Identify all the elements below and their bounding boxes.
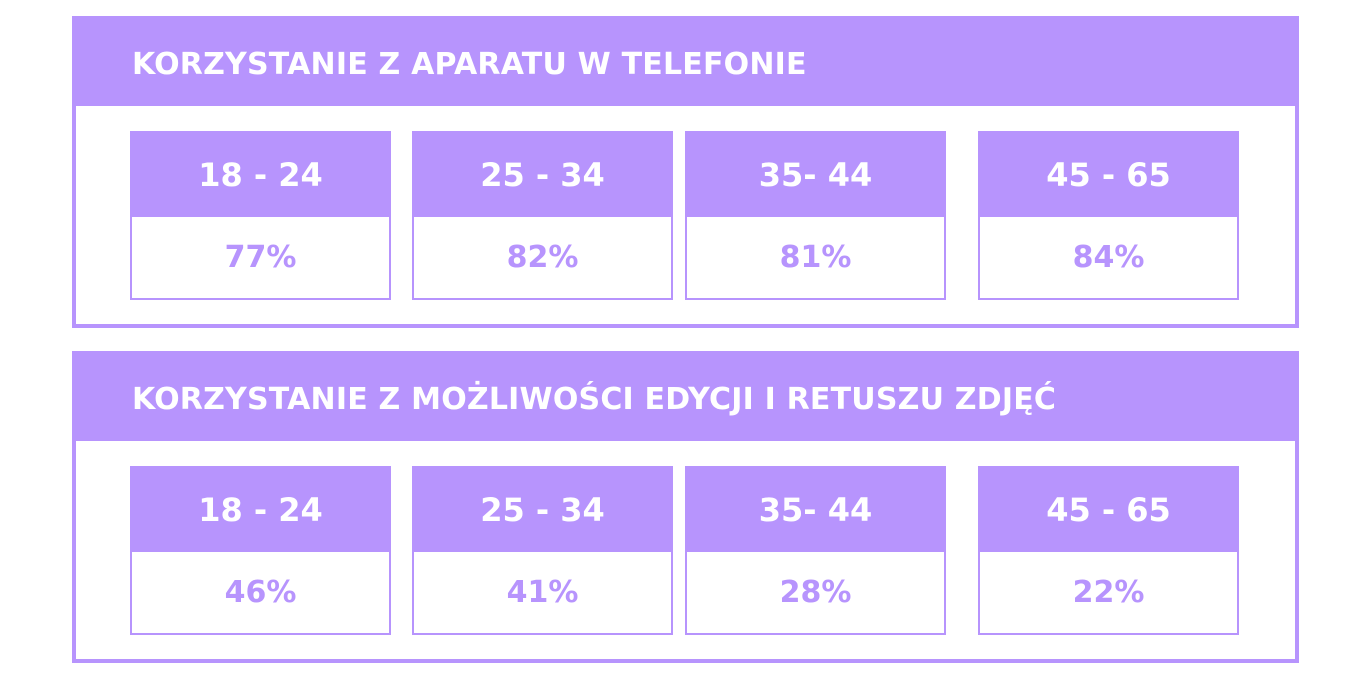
age-card-body: 22% — [980, 552, 1237, 633]
age-card-header: 25 - 34 — [414, 133, 671, 217]
age-card-18-24: 18 - 24 46% — [130, 466, 391, 635]
age-group-label: 45 - 65 — [1046, 156, 1171, 194]
age-card-45-65: 45 - 65 22% — [978, 466, 1239, 635]
age-card-body: 46% — [132, 552, 389, 633]
percentage-value: 81% — [779, 240, 852, 275]
age-card-18-24: 18 - 24 77% — [130, 131, 391, 300]
age-card-25-34: 25 - 34 82% — [412, 131, 673, 300]
panel-camera-usage: KORZYSTANIE Z APARATU W TELEFONIE 18 - 2… — [72, 16, 1299, 328]
age-card-header: 25 - 34 — [414, 468, 671, 552]
panel-header: KORZYSTANIE Z APARATU W TELEFONIE — [76, 20, 1295, 106]
age-card-body: 81% — [687, 217, 944, 298]
age-card-body: 28% — [687, 552, 944, 633]
panel-title: KORZYSTANIE Z MOŻLIWOŚCI EDYCJI I RETUSZ… — [132, 381, 1057, 417]
age-card-25-34: 25 - 34 41% — [412, 466, 673, 635]
age-group-label: 35- 44 — [758, 156, 873, 194]
age-card-header: 35- 44 — [687, 468, 944, 552]
age-group-label: 18 - 24 — [198, 156, 323, 194]
age-card-header: 45 - 65 — [980, 133, 1237, 217]
age-card-header: 18 - 24 — [132, 468, 389, 552]
panel-title: KORZYSTANIE Z APARATU W TELEFONIE — [132, 46, 807, 82]
percentage-value: 41% — [506, 575, 579, 610]
age-card-header: 18 - 24 — [132, 133, 389, 217]
age-card-45-65: 45 - 65 84% — [978, 131, 1239, 300]
age-group-label: 35- 44 — [758, 491, 873, 529]
age-card-body: 77% — [132, 217, 389, 298]
panel-photo-editing: KORZYSTANIE Z MOŻLIWOŚCI EDYCJI I RETUSZ… — [72, 351, 1299, 663]
age-card-35-44: 35- 44 81% — [685, 131, 946, 300]
percentage-value: 82% — [506, 240, 579, 275]
percentage-value: 77% — [224, 240, 297, 275]
age-group-label: 45 - 65 — [1046, 491, 1171, 529]
age-card-header: 35- 44 — [687, 133, 944, 217]
age-group-label: 25 - 34 — [480, 156, 605, 194]
age-card-body: 41% — [414, 552, 671, 633]
age-card-body: 84% — [980, 217, 1237, 298]
age-card-body: 82% — [414, 217, 671, 298]
age-card-35-44: 35- 44 28% — [685, 466, 946, 635]
age-group-label: 25 - 34 — [480, 491, 605, 529]
age-card-header: 45 - 65 — [980, 468, 1237, 552]
percentage-value: 28% — [779, 575, 852, 610]
percentage-value: 84% — [1072, 240, 1145, 275]
panel-header: KORZYSTANIE Z MOŻLIWOŚCI EDYCJI I RETUSZ… — [76, 355, 1295, 441]
percentage-value: 22% — [1072, 575, 1145, 610]
age-group-label: 18 - 24 — [198, 491, 323, 529]
percentage-value: 46% — [224, 575, 297, 610]
